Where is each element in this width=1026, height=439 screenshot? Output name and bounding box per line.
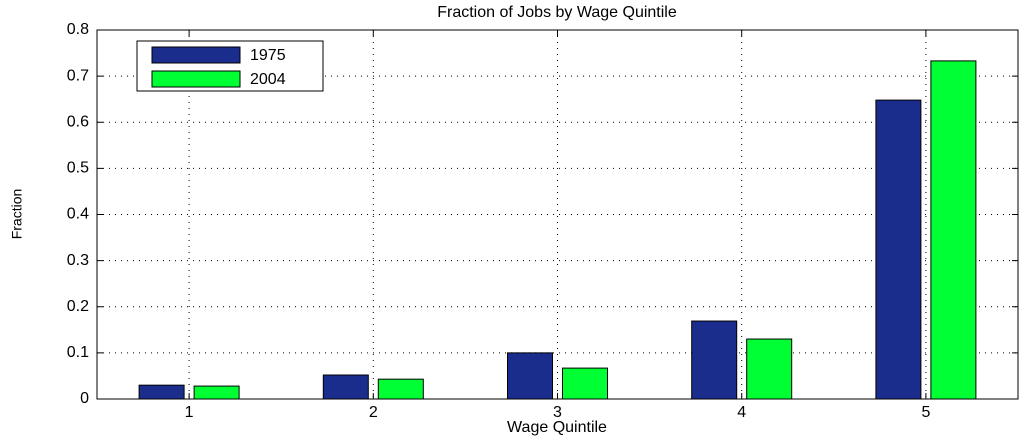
bar: [193, 385, 240, 400]
y-tick-label: 0: [80, 390, 89, 407]
bar: [562, 367, 608, 400]
bar: [746, 338, 793, 400]
bar: [507, 352, 553, 400]
plot-frame: [96, 29, 1019, 400]
x-tick-label: 4: [737, 404, 746, 421]
bar: [691, 320, 738, 400]
y-tick-label: 0.5: [67, 160, 89, 177]
bar: [322, 374, 369, 400]
bar: [875, 99, 922, 400]
x-tick-label: 3: [553, 404, 562, 421]
legend-swatch: [151, 46, 241, 64]
y-axis-label: Fraction: [9, 189, 25, 240]
y-tick-label: 0.7: [67, 67, 89, 84]
y-tick-label: 0.3: [67, 252, 89, 269]
y-tick-label: 0.8: [67, 21, 89, 38]
chart-title: Fraction of Jobs by Wage Quintile: [437, 4, 677, 21]
y-tick-label: 0.6: [67, 113, 89, 130]
bar: [377, 378, 424, 400]
y-tick-label: 0.2: [67, 298, 89, 315]
legend-swatch: [151, 70, 241, 88]
legend-label: 2004: [250, 71, 286, 88]
y-tick-label: 0.4: [67, 206, 89, 223]
bar: [930, 60, 977, 400]
y-tick-label: 0.1: [67, 344, 89, 361]
x-tick-label: 2: [369, 404, 378, 421]
legend-label: 1975: [250, 47, 286, 64]
bar: [138, 384, 185, 400]
x-tick-label: 1: [185, 404, 194, 421]
x-axis-label: Wage Quintile: [507, 419, 607, 436]
x-tick-label: 5: [921, 404, 930, 421]
